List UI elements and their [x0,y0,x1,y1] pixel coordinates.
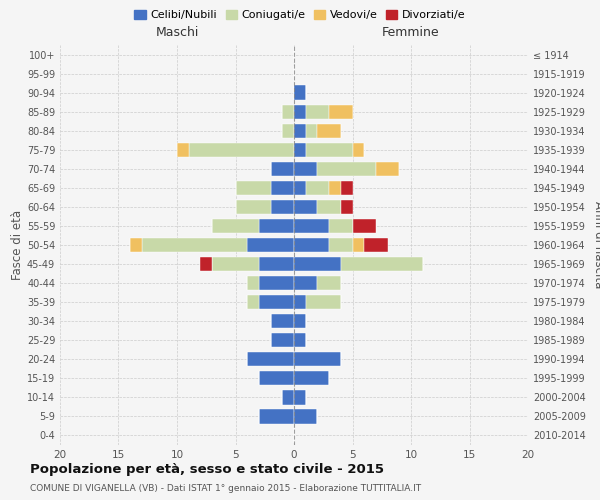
Bar [306,295,341,310]
Bar [259,219,294,233]
Bar [259,410,294,424]
Bar [294,333,306,347]
Bar [317,276,341,290]
Text: Femmine: Femmine [382,26,440,40]
Bar [306,104,329,119]
Bar [329,104,353,119]
Bar [294,390,306,404]
Bar [200,257,212,271]
Bar [353,219,376,233]
Bar [294,352,341,366]
Bar [353,142,364,157]
Text: COMUNE DI VIGANELLA (VB) - Dati ISTAT 1° gennaio 2015 - Elaborazione TUTTITALIA.: COMUNE DI VIGANELLA (VB) - Dati ISTAT 1°… [30,484,421,493]
Bar [271,180,294,195]
Bar [306,142,353,157]
Bar [236,180,271,195]
Bar [188,142,294,157]
Bar [294,104,306,119]
Bar [130,238,142,252]
Bar [212,219,259,233]
Bar [177,142,188,157]
Bar [247,295,259,310]
Bar [317,162,376,176]
Bar [294,124,306,138]
Bar [236,200,271,214]
Bar [294,180,306,195]
Bar [283,390,294,404]
Legend: Celibi/Nubili, Coniugati/e, Vedovi/e, Divorziati/e: Celibi/Nubili, Coniugati/e, Vedovi/e, Di… [130,6,470,25]
Bar [294,86,306,100]
Bar [271,162,294,176]
Bar [294,276,317,290]
Bar [294,410,317,424]
Bar [294,295,306,310]
Bar [317,124,341,138]
Bar [306,124,317,138]
Bar [247,276,259,290]
Y-axis label: Anni di nascita: Anni di nascita [592,202,600,288]
Bar [247,238,294,252]
Text: Popolazione per età, sesso e stato civile - 2015: Popolazione per età, sesso e stato civil… [30,462,384,475]
Bar [294,219,329,233]
Bar [341,257,423,271]
Bar [271,314,294,328]
Text: Maschi: Maschi [155,26,199,40]
Bar [247,352,294,366]
Bar [294,200,317,214]
Bar [283,124,294,138]
Bar [341,200,353,214]
Bar [306,180,329,195]
Bar [329,180,341,195]
Y-axis label: Fasce di età: Fasce di età [11,210,24,280]
Bar [294,142,306,157]
Bar [271,333,294,347]
Bar [259,276,294,290]
Bar [271,200,294,214]
Bar [259,295,294,310]
Bar [353,238,364,252]
Bar [259,257,294,271]
Bar [317,200,341,214]
Bar [294,371,329,386]
Bar [283,104,294,119]
Bar [294,314,306,328]
Bar [294,238,329,252]
Bar [259,371,294,386]
Bar [364,238,388,252]
Bar [212,257,259,271]
Bar [329,238,353,252]
Bar [341,180,353,195]
Bar [142,238,247,252]
Bar [294,162,317,176]
Bar [294,257,341,271]
Bar [376,162,400,176]
Bar [329,219,353,233]
